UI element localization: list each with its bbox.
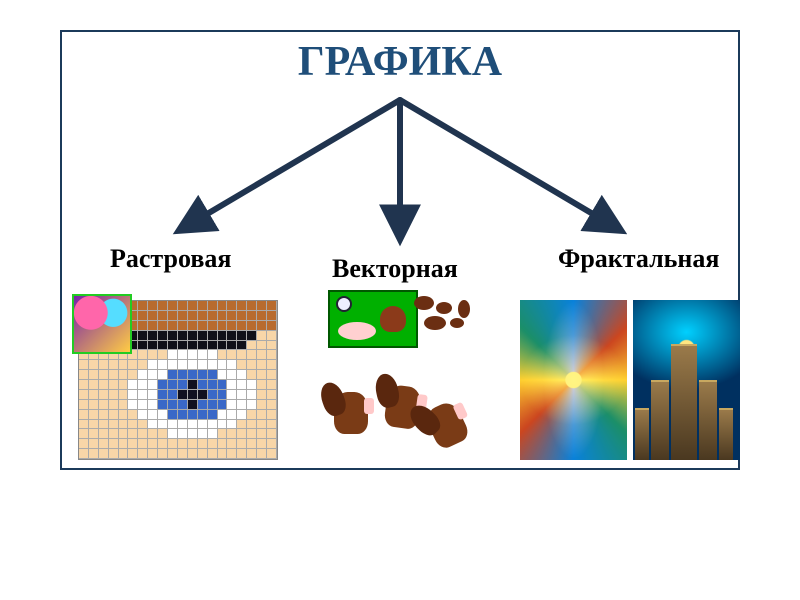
squirrel-shape xyxy=(423,399,472,451)
fractal-castle xyxy=(633,300,740,460)
fractal-example-image xyxy=(520,300,740,460)
diagram-title: ГРАФИКА xyxy=(0,38,800,86)
fractal-flower xyxy=(520,300,627,460)
fractal-tower xyxy=(635,408,649,460)
clipart-panel xyxy=(328,290,418,348)
squirrel-shape xyxy=(334,392,368,434)
fractal-tower xyxy=(671,344,697,460)
fractal-tower xyxy=(719,408,733,460)
branch-label-fractal: Фрактальная xyxy=(558,244,719,274)
vector-example-image xyxy=(308,300,498,460)
branch-label-vector: Векторная xyxy=(332,254,458,284)
branch-label-raster: Растровая xyxy=(110,244,231,274)
raster-example-image xyxy=(78,300,278,460)
fractal-tower xyxy=(651,380,669,460)
vector-blobs xyxy=(414,296,484,350)
raster-thumbnail xyxy=(72,294,132,354)
clock-icon xyxy=(336,296,352,312)
fractal-tower xyxy=(699,380,717,460)
